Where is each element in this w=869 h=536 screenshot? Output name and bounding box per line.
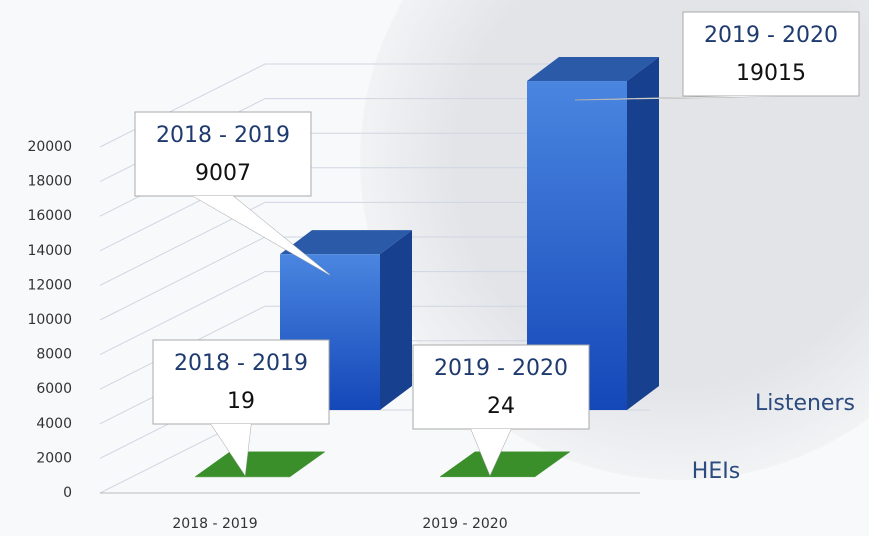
bar-front bbox=[440, 476, 535, 478]
callout-box bbox=[152, 339, 330, 425]
callout-category: 2019 - 2020 bbox=[704, 23, 838, 48]
y-tick-label: 12000 bbox=[27, 277, 72, 293]
callout-pointer-cover bbox=[193, 196, 330, 275]
callout-box bbox=[412, 344, 590, 430]
x-tick-label: 2019 - 2020 bbox=[422, 516, 507, 532]
bar-top bbox=[280, 230, 412, 255]
bar-side bbox=[535, 451, 570, 477]
callout-category: 2018 - 2019 bbox=[156, 123, 290, 148]
x-tick-label: 2018 - 2019 bbox=[172, 516, 257, 532]
bar bbox=[280, 230, 412, 410]
callout-value: 24 bbox=[487, 394, 515, 419]
legend-label: HEIs bbox=[692, 459, 740, 484]
bar-top bbox=[440, 451, 570, 477]
callout-box bbox=[682, 11, 860, 97]
bar-side bbox=[627, 57, 659, 411]
callout-category: 2018 - 2019 bbox=[174, 351, 308, 376]
callout-pointer-cover bbox=[575, 96, 781, 100]
y-tick-label: 10000 bbox=[27, 312, 72, 328]
callout-value: 19015 bbox=[736, 61, 806, 86]
callout-category: 2019 - 2020 bbox=[434, 356, 568, 381]
y-tick-label: 4000 bbox=[36, 416, 72, 432]
y-tick-label: 6000 bbox=[36, 381, 72, 397]
y-tick-label: 16000 bbox=[27, 208, 72, 224]
bar-side bbox=[380, 230, 412, 410]
y-tick-label: 8000 bbox=[36, 347, 72, 363]
bar bbox=[195, 451, 325, 478]
grid-line bbox=[99, 201, 650, 286]
callout-pointer-cover bbox=[471, 429, 511, 475]
bar-front bbox=[195, 476, 290, 478]
y-tick-label: 18000 bbox=[27, 174, 72, 190]
bar bbox=[440, 451, 570, 478]
bar-top bbox=[527, 57, 659, 82]
y-tick-label: 14000 bbox=[27, 243, 72, 259]
y-tick-label: 2000 bbox=[36, 450, 72, 466]
callout-pointer-cover bbox=[211, 424, 251, 475]
bar-top bbox=[195, 451, 325, 477]
callout-value: 19 bbox=[227, 389, 255, 414]
y-tick-label: 0 bbox=[63, 485, 72, 501]
bar-side bbox=[290, 451, 325, 477]
y-tick-label: 20000 bbox=[27, 139, 72, 155]
callout-value: 9007 bbox=[195, 161, 251, 186]
grid-line bbox=[99, 271, 650, 356]
legend-label: Listeners bbox=[755, 391, 855, 416]
